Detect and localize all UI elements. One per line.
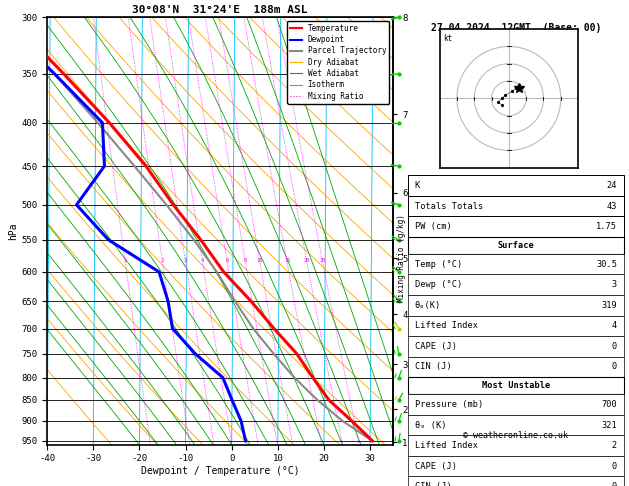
Title: 30°08'N  31°24'E  188m ASL: 30°08'N 31°24'E 188m ASL (132, 5, 308, 15)
Text: 0: 0 (612, 342, 617, 351)
Text: © weatheronline.co.uk: © weatheronline.co.uk (464, 432, 568, 440)
Text: CIN (J): CIN (J) (415, 363, 451, 371)
Text: Temp (°C): Temp (°C) (415, 260, 462, 269)
Text: 321: 321 (601, 420, 617, 430)
Text: 700: 700 (601, 400, 617, 409)
Text: 319: 319 (601, 301, 617, 310)
Text: 24: 24 (606, 181, 617, 190)
Text: 6: 6 (226, 258, 229, 262)
Y-axis label: hPa: hPa (9, 222, 18, 240)
FancyBboxPatch shape (408, 254, 624, 275)
FancyBboxPatch shape (408, 336, 624, 357)
Text: 27.04.2024  12GMT  (Base: 00): 27.04.2024 12GMT (Base: 00) (431, 23, 601, 34)
FancyBboxPatch shape (408, 456, 624, 476)
Text: 25: 25 (320, 258, 326, 262)
Text: K: K (415, 181, 420, 190)
Text: Totals Totals: Totals Totals (415, 202, 483, 210)
Text: 43: 43 (606, 202, 617, 210)
FancyBboxPatch shape (408, 476, 624, 486)
Text: θₑ (K): θₑ (K) (415, 420, 446, 430)
Text: 1: 1 (124, 258, 127, 262)
Text: Dewp (°C): Dewp (°C) (415, 280, 462, 289)
Legend: Temperature, Dewpoint, Parcel Trajectory, Dry Adiabat, Wet Adiabat, Isotherm, Mi: Temperature, Dewpoint, Parcel Trajectory… (287, 21, 389, 104)
FancyBboxPatch shape (408, 357, 624, 377)
Text: 0: 0 (612, 482, 617, 486)
FancyBboxPatch shape (408, 175, 624, 196)
Text: 2: 2 (612, 441, 617, 450)
Text: Surface: Surface (498, 241, 534, 250)
FancyBboxPatch shape (408, 435, 624, 456)
Text: 3: 3 (184, 258, 187, 262)
Text: PW (cm): PW (cm) (415, 222, 451, 231)
Text: 2: 2 (161, 258, 164, 262)
Y-axis label: km
ASL: km ASL (413, 221, 430, 241)
Text: Pressure (mb): Pressure (mb) (415, 400, 483, 409)
FancyBboxPatch shape (408, 237, 624, 254)
FancyBboxPatch shape (408, 216, 624, 237)
Text: θₑ(K): θₑ(K) (415, 301, 441, 310)
FancyBboxPatch shape (408, 415, 624, 435)
Text: Mixing Ratio (g/kg): Mixing Ratio (g/kg) (397, 214, 406, 301)
Text: 8: 8 (244, 258, 247, 262)
Text: Most Unstable: Most Unstable (482, 381, 550, 390)
FancyBboxPatch shape (408, 315, 624, 336)
Text: 3: 3 (612, 280, 617, 289)
Text: 20: 20 (304, 258, 310, 262)
Text: 0: 0 (612, 363, 617, 371)
Text: 4: 4 (201, 258, 204, 262)
Text: 0: 0 (612, 462, 617, 470)
FancyBboxPatch shape (408, 275, 624, 295)
X-axis label: Dewpoint / Temperature (°C): Dewpoint / Temperature (°C) (141, 466, 299, 476)
Text: CAPE (J): CAPE (J) (415, 462, 457, 470)
FancyBboxPatch shape (408, 377, 624, 394)
FancyBboxPatch shape (408, 295, 624, 315)
Text: kt: kt (443, 35, 452, 43)
Text: 30.5: 30.5 (596, 260, 617, 269)
Text: 10: 10 (257, 258, 263, 262)
Text: 15: 15 (284, 258, 291, 262)
Text: 4: 4 (612, 321, 617, 330)
Text: Lifted Index: Lifted Index (415, 321, 477, 330)
FancyBboxPatch shape (408, 196, 624, 216)
Text: CIN (J): CIN (J) (415, 482, 451, 486)
FancyBboxPatch shape (408, 394, 624, 415)
Text: 1.75: 1.75 (596, 222, 617, 231)
Text: Lifted Index: Lifted Index (415, 441, 477, 450)
Text: CAPE (J): CAPE (J) (415, 342, 457, 351)
